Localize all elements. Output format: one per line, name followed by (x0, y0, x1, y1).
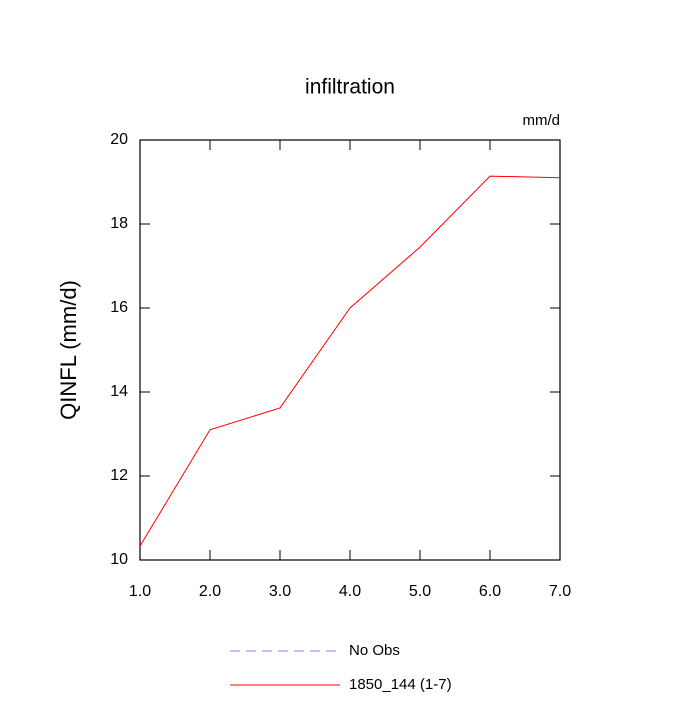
y-tick-label: 10 (110, 551, 128, 568)
y-tick-label: 14 (110, 383, 128, 400)
x-tick-label: 1.0 (129, 583, 151, 600)
x-tick-label: 3.0 (269, 583, 291, 600)
x-tick-label: 4.0 (339, 583, 361, 600)
legend-label: 1850_144 (1-7) (349, 676, 452, 693)
y-tick-label: 12 (110, 467, 128, 484)
y-tick-label: 20 (110, 131, 128, 148)
x-tick-label: 7.0 (549, 583, 571, 600)
data-line (139, 175, 561, 547)
x-tick-label: 2.0 (199, 583, 221, 600)
chart-title: infiltration (305, 76, 395, 99)
plot-frame (139, 139, 561, 561)
y-tick-label: 16 (110, 299, 128, 316)
legend-label: No Obs (349, 642, 400, 659)
y-tick-label: 18 (110, 215, 128, 232)
x-tick-label: 5.0 (409, 583, 431, 600)
units-label: mm/d (523, 112, 561, 129)
x-tick-label: 6.0 (479, 583, 501, 600)
y-axis-label: QINFL (mm/d) (56, 280, 81, 420)
